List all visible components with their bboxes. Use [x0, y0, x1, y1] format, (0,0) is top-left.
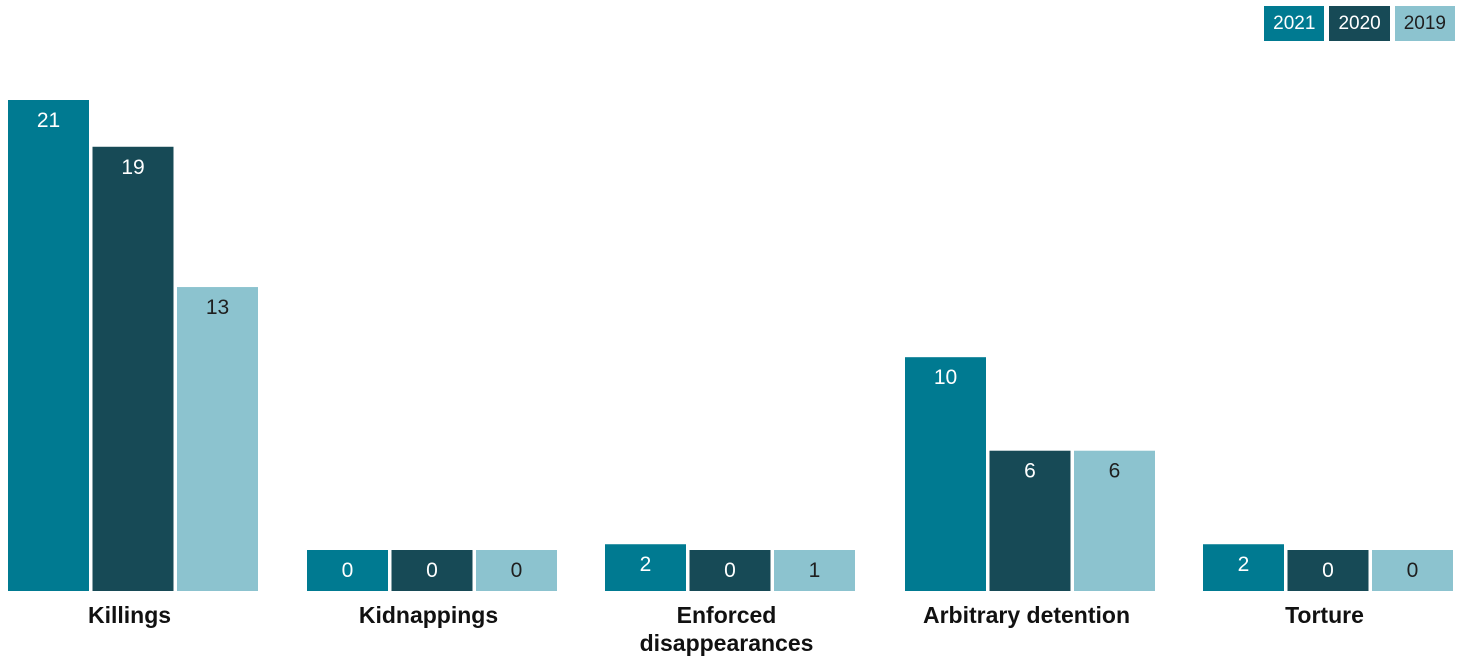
bar-value-label: 0	[1322, 559, 1334, 582]
bar-value-label: 19	[121, 156, 144, 179]
category-label-enforced-disappearances: disappearances	[640, 630, 814, 656]
bar-value-label: 6	[1109, 460, 1121, 483]
bar-value-label: 2	[640, 553, 652, 576]
category-label-torture: Torture	[1285, 602, 1364, 628]
bar-value-label: 0	[1407, 559, 1419, 582]
bar-arbitrary-detention-2020	[989, 450, 1071, 591]
bar-killings-2019	[177, 287, 258, 591]
legend-item-2021: 2021	[1264, 6, 1325, 41]
bar-torture-2021	[1203, 544, 1284, 591]
bar-killings-2021	[8, 100, 89, 591]
bar-enforced-disappearances-2021	[605, 544, 686, 591]
legend-item-2020: 2020	[1329, 6, 1390, 41]
bar-value-label: 10	[934, 366, 957, 389]
bar-value-label: 1	[809, 559, 821, 582]
bar-value-label: 6	[1024, 460, 1036, 483]
category-label-killings: Killings	[88, 602, 171, 628]
bar-kidnappings-2021	[307, 550, 388, 591]
bar-value-label: 0	[426, 559, 438, 582]
chart-legend: 2021 2020 2019	[1264, 6, 1455, 41]
bar-kidnappings-2019	[476, 550, 557, 591]
bar-kidnappings-2020	[391, 550, 473, 591]
bar-value-label: 0	[342, 559, 354, 582]
bar-torture-2019	[1372, 550, 1453, 591]
bar-value-label: 13	[206, 296, 229, 319]
bar-value-label: 21	[37, 109, 60, 132]
bar-value-label: 2	[1238, 553, 1250, 576]
bar-enforced-disappearances-2020	[689, 550, 771, 591]
category-label-arbitrary-detention: Arbitrary detention	[923, 602, 1130, 628]
bar-killings-2020	[92, 146, 174, 591]
bar-arbitrary-detention-2021	[905, 357, 986, 591]
category-label-enforced-disappearances: Enforced	[677, 602, 777, 628]
bar-value-label: 0	[724, 559, 736, 582]
bar-enforced-disappearances-2019	[774, 550, 855, 591]
legend-item-2019: 2019	[1394, 6, 1455, 41]
bar-arbitrary-detention-2019	[1074, 450, 1155, 591]
category-label-kidnappings: Kidnappings	[359, 602, 498, 628]
bar-torture-2020	[1287, 550, 1369, 591]
bar-value-label: 0	[511, 559, 523, 582]
